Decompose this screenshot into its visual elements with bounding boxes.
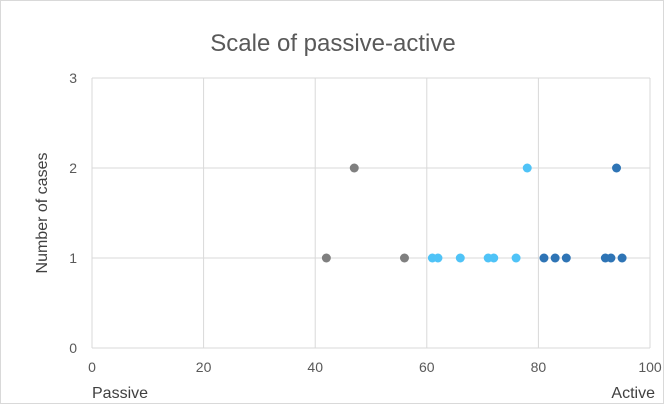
chart-title: Scale of passive-active [210, 30, 455, 57]
data-point [321, 253, 331, 263]
data-point [539, 253, 549, 263]
data-point [399, 253, 409, 263]
x-tick-label: 0 [88, 359, 96, 375]
y-tick-label: 3 [69, 70, 77, 86]
tick-labels: 0 20 40 60 80 100 0 1 2 3 [69, 70, 662, 375]
data-point [606, 253, 616, 263]
passive-label: Passive [92, 385, 148, 402]
x-tick-label: 20 [196, 359, 212, 375]
data-point [489, 253, 499, 263]
y-tick-label: 0 [69, 340, 77, 356]
data-point [349, 163, 359, 173]
x-tick-label: 60 [419, 359, 435, 375]
data-point [561, 253, 571, 263]
y-tick-label: 1 [69, 250, 77, 266]
data-point [433, 253, 443, 263]
x-tick-label: 100 [638, 359, 662, 375]
data-point [612, 163, 622, 173]
y-axis-title: Number of cases [34, 153, 51, 274]
data-point [522, 163, 532, 173]
data-point [617, 253, 627, 263]
data-point [455, 253, 465, 263]
y-tick-label: 2 [69, 160, 77, 176]
data-point [511, 253, 521, 263]
x-tick-label: 80 [531, 359, 547, 375]
data-point [550, 253, 560, 263]
active-label: Active [611, 385, 655, 402]
x-tick-label: 40 [307, 359, 323, 375]
data-points [321, 163, 627, 263]
gridlines [91, 77, 651, 349]
